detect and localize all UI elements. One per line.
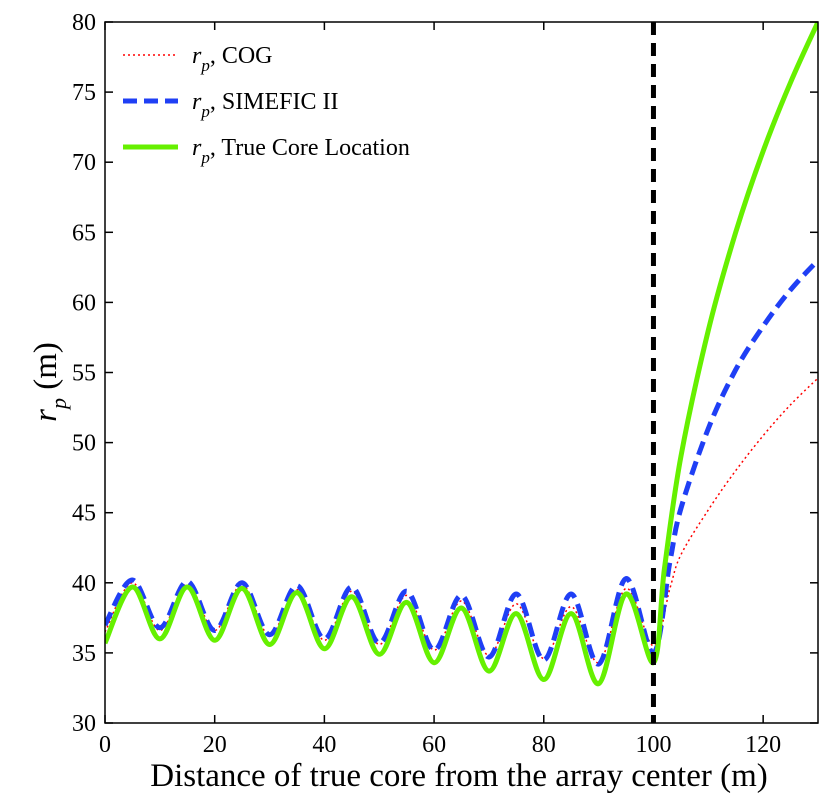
x-tick-label: 120 [745, 732, 781, 758]
x-tick-label: 60 [422, 732, 446, 758]
series-line-2 [105, 258, 818, 667]
y-tick-label: 35 [72, 641, 96, 667]
y-tick-label: 80 [72, 10, 96, 36]
x-tick-label: 40 [312, 732, 336, 758]
y-tick-label: 65 [72, 220, 96, 246]
y-tick-label: 55 [72, 361, 96, 387]
y-tick-label: 30 [72, 711, 96, 737]
legend-label-1: rp, COG [192, 43, 273, 75]
y-tick-label: 40 [72, 571, 96, 597]
x-tick-label: 100 [635, 732, 671, 758]
x-tick-label: 0 [99, 732, 111, 758]
series-line-1 [105, 377, 818, 664]
legend-label-3: rp, True Core Location [192, 135, 410, 167]
plot-area [105, 22, 818, 723]
y-tick-label: 50 [72, 431, 96, 457]
y-tick-label: 70 [72, 150, 96, 176]
legend: rp, COG rp, SIMEFIC II rp, True Core Locat… [123, 43, 410, 167]
y-tick-label: 60 [72, 290, 96, 316]
x-axis-label: Distance of true core from the array cen… [150, 758, 768, 794]
legend-label-2: rp, SIMEFIC II [192, 89, 339, 121]
y-axis-label: rp (m) [28, 342, 71, 422]
y-tick-label: 45 [72, 501, 96, 527]
series-line-3 [105, 22, 818, 687]
x-tick-label: 80 [532, 732, 556, 758]
y-tick-label: 75 [72, 80, 96, 106]
x-tick-label: 20 [203, 732, 227, 758]
axes: 0 20 40 60 80 100 120 30 35 40 45 50 55 60 65 70 75 80 [72, 10, 819, 758]
plot-frame [104, 21, 819, 724]
